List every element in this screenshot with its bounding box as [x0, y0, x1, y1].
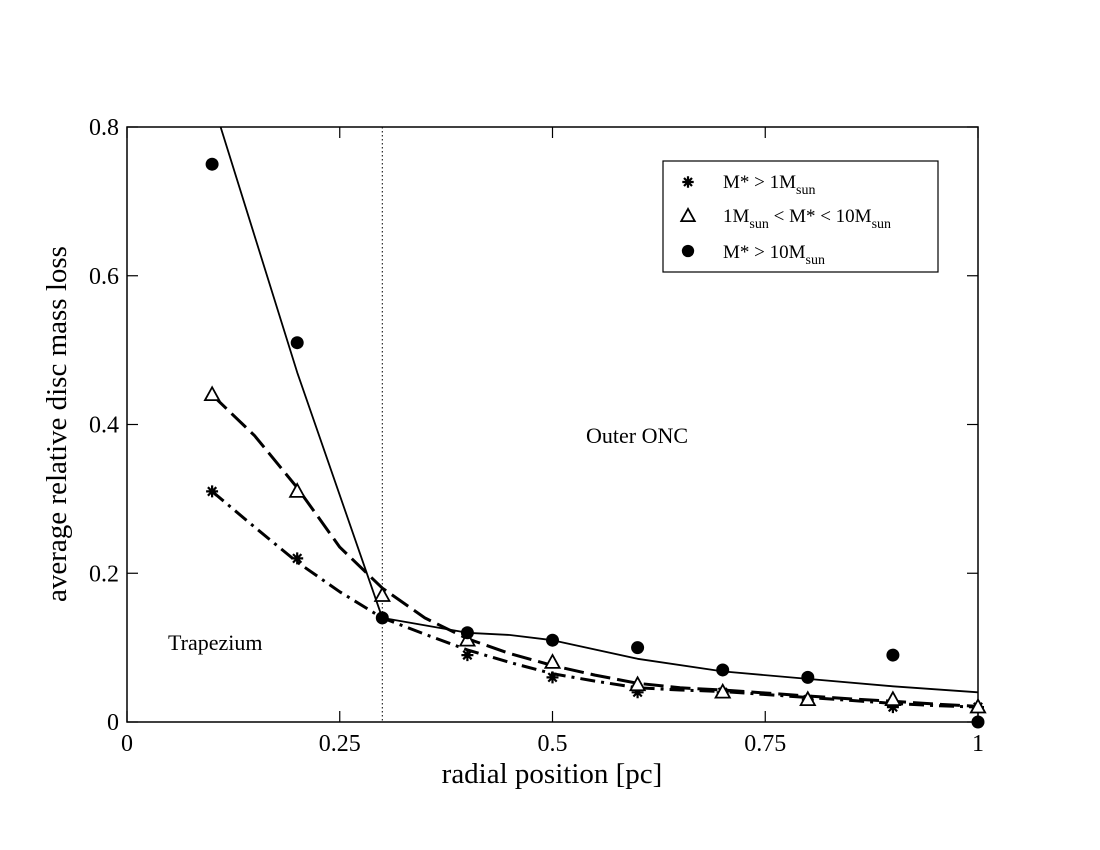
data-point-series-3 [290, 336, 304, 350]
x-tick-label: 0.5 [538, 731, 568, 757]
annotation-outer-onc: Outer ONC [586, 423, 688, 448]
data-point-series-2 [799, 690, 817, 706]
legend-marker-series-1 [682, 176, 694, 188]
data-point-series-3 [205, 157, 219, 171]
legend-label-series-3: M* > 10Msun [723, 242, 825, 268]
legend-box [662, 160, 939, 273]
data-markers [203, 157, 987, 729]
data-point-series-3 [716, 663, 730, 677]
y-tick-label: 0.2 [89, 561, 119, 587]
data-point-series-2 [628, 675, 647, 692]
y-tick-label: 0.4 [89, 413, 119, 439]
data-point-series-1 [461, 649, 474, 662]
fit-line-series-2 [211, 393, 979, 708]
data-point-series-1 [546, 671, 559, 684]
legend: M* > 1Msun 1Msun < M* < 10Msun M* > 10Ms… [662, 160, 939, 273]
data-point-series-3 [546, 633, 559, 647]
data-point-series-3 [460, 626, 474, 640]
legend-marker-series-3 [681, 244, 695, 258]
x-tick-label: 0.75 [744, 731, 786, 757]
y-axis-title: average relative disc mass loss [41, 246, 73, 602]
data-point-series-2 [203, 385, 221, 402]
annotation-trapezium: Trapezium [168, 630, 263, 655]
y-tick-label: 0.6 [89, 264, 119, 290]
data-point-series-3 [631, 641, 645, 655]
data-point-series-1 [206, 485, 219, 498]
data-point-series-1 [291, 552, 304, 565]
data-point-series-2 [884, 690, 902, 706]
data-point-series-3 [375, 611, 389, 625]
y-tick-label: 0 [107, 710, 119, 736]
x-tick-label: 0.25 [319, 731, 361, 757]
tick-labels: 0 0.25 0.5 0.75 1 0 0.2 0.4 0.6 0.8 [89, 115, 984, 757]
data-point-series-3 [801, 670, 815, 684]
x-tick-label: 1 [972, 731, 984, 757]
x-axis-title: radial position [pc] [442, 758, 663, 790]
y-tick-label: 0.8 [89, 115, 119, 141]
data-point-series-1 [886, 701, 899, 714]
legend-marker-series-2 [679, 207, 697, 223]
legend-label-series-1: M* > 1Msun [723, 172, 815, 198]
data-point-series-3 [886, 648, 900, 662]
data-point-series-1 [631, 686, 644, 699]
x-tick-label: 0 [121, 731, 133, 757]
data-point-series-2 [373, 586, 391, 602]
data-point-series-2 [288, 482, 306, 498]
data-point-series-3 [971, 715, 985, 729]
data-point-series-2 [969, 697, 987, 714]
data-point-series-2 [543, 653, 562, 669]
legend-markers [679, 176, 697, 258]
data-point-series-2 [714, 682, 732, 699]
legend-label-series-2: 1Msun < M* < 10Msun [723, 206, 891, 232]
